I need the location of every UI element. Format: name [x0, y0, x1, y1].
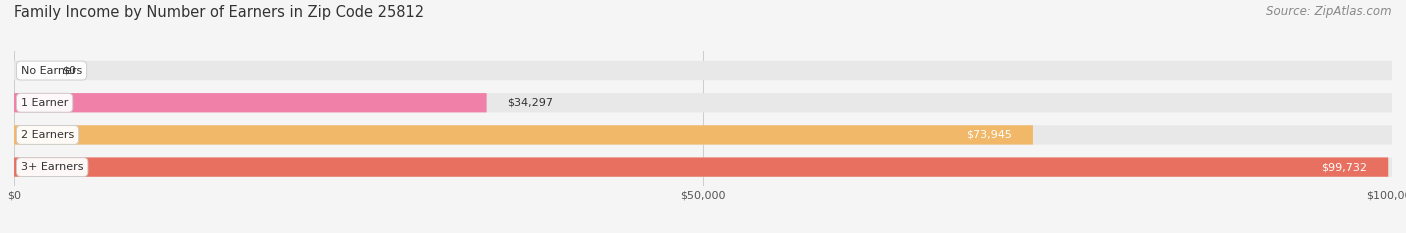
FancyBboxPatch shape [14, 93, 1392, 112]
Text: 2 Earners: 2 Earners [21, 130, 75, 140]
Text: $0: $0 [62, 65, 76, 75]
Text: 3+ Earners: 3+ Earners [21, 162, 83, 172]
Text: $99,732: $99,732 [1322, 162, 1368, 172]
Text: Family Income by Number of Earners in Zip Code 25812: Family Income by Number of Earners in Zi… [14, 5, 425, 20]
FancyBboxPatch shape [14, 158, 1392, 177]
FancyBboxPatch shape [14, 158, 1388, 177]
Text: $73,945: $73,945 [966, 130, 1012, 140]
FancyBboxPatch shape [14, 125, 1392, 144]
Text: Source: ZipAtlas.com: Source: ZipAtlas.com [1267, 5, 1392, 18]
FancyBboxPatch shape [14, 125, 1033, 144]
Text: 1 Earner: 1 Earner [21, 98, 69, 108]
Text: $34,297: $34,297 [508, 98, 554, 108]
FancyBboxPatch shape [14, 93, 486, 112]
Text: No Earners: No Earners [21, 65, 82, 75]
FancyBboxPatch shape [14, 61, 1392, 80]
